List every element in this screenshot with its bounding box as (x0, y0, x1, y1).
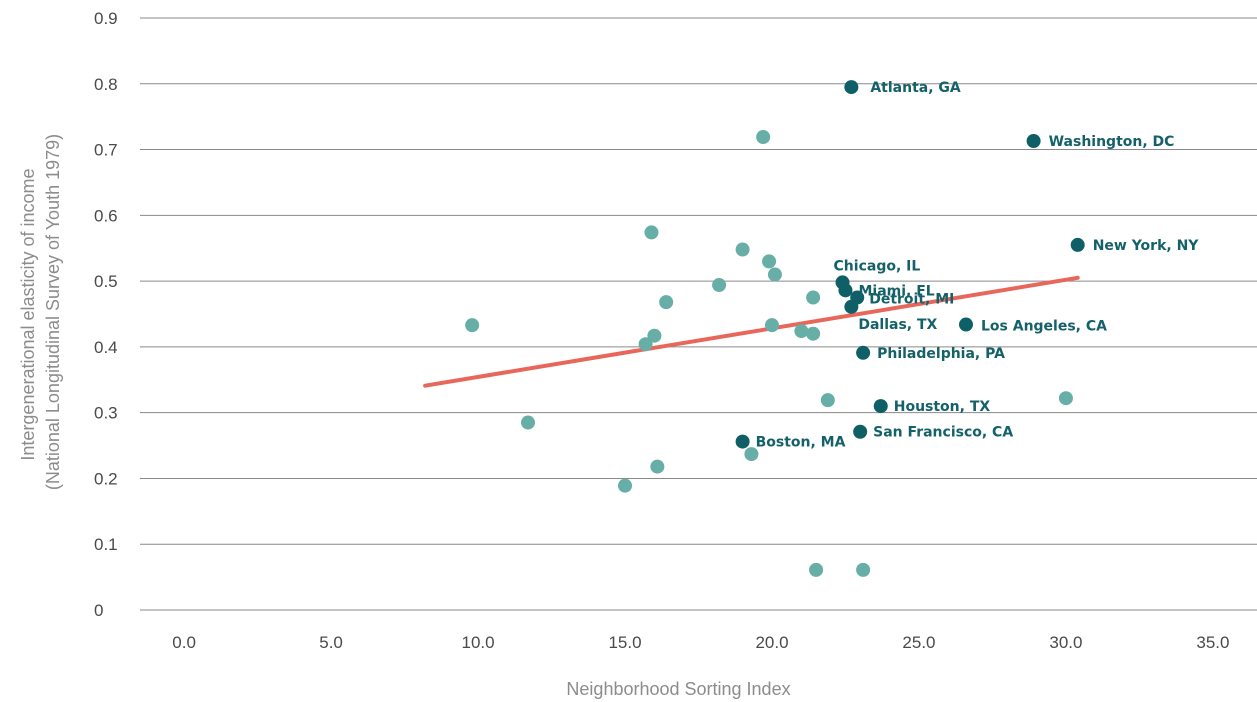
y-axis-title: Intergenerational elasticity of income (… (18, 134, 63, 490)
data-point (712, 278, 727, 293)
data-point (644, 225, 659, 240)
data-point (647, 328, 662, 343)
data-point (806, 290, 821, 305)
y-tick-label: 0.7 (94, 141, 118, 160)
x-tick-label: 20.0 (755, 633, 788, 652)
y-tick-label: 0.2 (94, 469, 118, 488)
data-point (521, 415, 536, 430)
data-point (465, 318, 480, 333)
data-points (465, 80, 1085, 577)
point-label: Chicago, IL (834, 258, 921, 274)
y-tick-label: 0.8 (94, 75, 118, 94)
point-label: Atlanta, GA (870, 80, 961, 96)
y-axis-title-line-1: Intergenerational elasticity of income (18, 168, 38, 460)
data-point (638, 337, 653, 352)
data-point (762, 254, 777, 269)
highlighted-data-point (873, 399, 888, 414)
data-point (856, 562, 871, 577)
x-tick-label: 5.0 (319, 633, 343, 652)
highlighted-data-point (735, 434, 750, 449)
data-point (618, 478, 633, 493)
x-tick-labels: 0.0 5.0 10.0 15.0 20.0 25.0 30.0 35.0 (172, 633, 1229, 652)
y-tick-label: 0.9 (94, 9, 118, 28)
data-point (659, 295, 674, 310)
x-tick-label: 30.0 (1049, 633, 1082, 652)
data-point (744, 447, 759, 462)
highlighted-data-point (844, 80, 859, 95)
data-point (1058, 391, 1073, 406)
point-labels: Atlanta, GA Washington, DC New York, NY Chi… (756, 80, 1200, 451)
data-point (767, 267, 782, 282)
trendline (423, 275, 1080, 388)
highlighted-data-point (958, 317, 973, 332)
x-tick-label: 10.0 (461, 633, 494, 652)
y-axis-title-line-2: (National Longitudinal Survey of Youth 1… (43, 134, 63, 490)
y-tick-label: 0.6 (94, 206, 118, 225)
y-tick-label: 0 (94, 601, 103, 620)
data-point (650, 459, 665, 474)
data-point (735, 242, 750, 257)
point-label: Detroit, MI (869, 292, 954, 308)
x-tick-label: 35.0 (1196, 633, 1229, 652)
x-tick-label: 0.0 (172, 633, 196, 652)
data-point (794, 324, 809, 339)
x-tick-label: 25.0 (902, 633, 935, 652)
highlighted-data-point (1026, 134, 1041, 149)
point-label: New York, NY (1093, 238, 1200, 254)
point-label: Boston, MA (756, 435, 846, 451)
y-tick-label: 0.1 (94, 535, 118, 554)
highlighted-data-point (853, 424, 868, 439)
highlighted-data-point (856, 345, 871, 360)
x-tick-label: 15.0 (608, 633, 641, 652)
point-label: Miami, FL (858, 283, 934, 299)
trendline-group (423, 275, 1080, 388)
x-axis-title: Neighborhood Sorting Index (566, 679, 790, 699)
data-point (820, 393, 835, 408)
data-point (756, 130, 771, 145)
point-label: Dallas, TX (858, 317, 937, 333)
data-point (764, 318, 779, 333)
gridlines (140, 17, 1257, 611)
data-point (809, 562, 824, 577)
highlighted-data-point (844, 299, 859, 314)
point-label: Washington, DC (1049, 134, 1175, 150)
y-tick-label: 0.5 (94, 272, 118, 291)
data-point (806, 326, 821, 341)
point-label: Los Angeles, CA (981, 319, 1107, 335)
y-tick-label: 0.4 (94, 338, 118, 357)
point-label: Philadelphia, PA (877, 346, 1005, 362)
point-label: San Francisco, CA (873, 425, 1013, 441)
y-tick-label: 0.3 (94, 404, 118, 423)
point-label: Houston, TX (894, 399, 991, 415)
y-tick-labels: 0 0.1 0.2 0.3 0.4 0.5 0.6 0.7 0.8 0.9 (94, 9, 118, 620)
highlighted-data-point (838, 283, 853, 298)
highlighted-data-point (1070, 237, 1085, 252)
